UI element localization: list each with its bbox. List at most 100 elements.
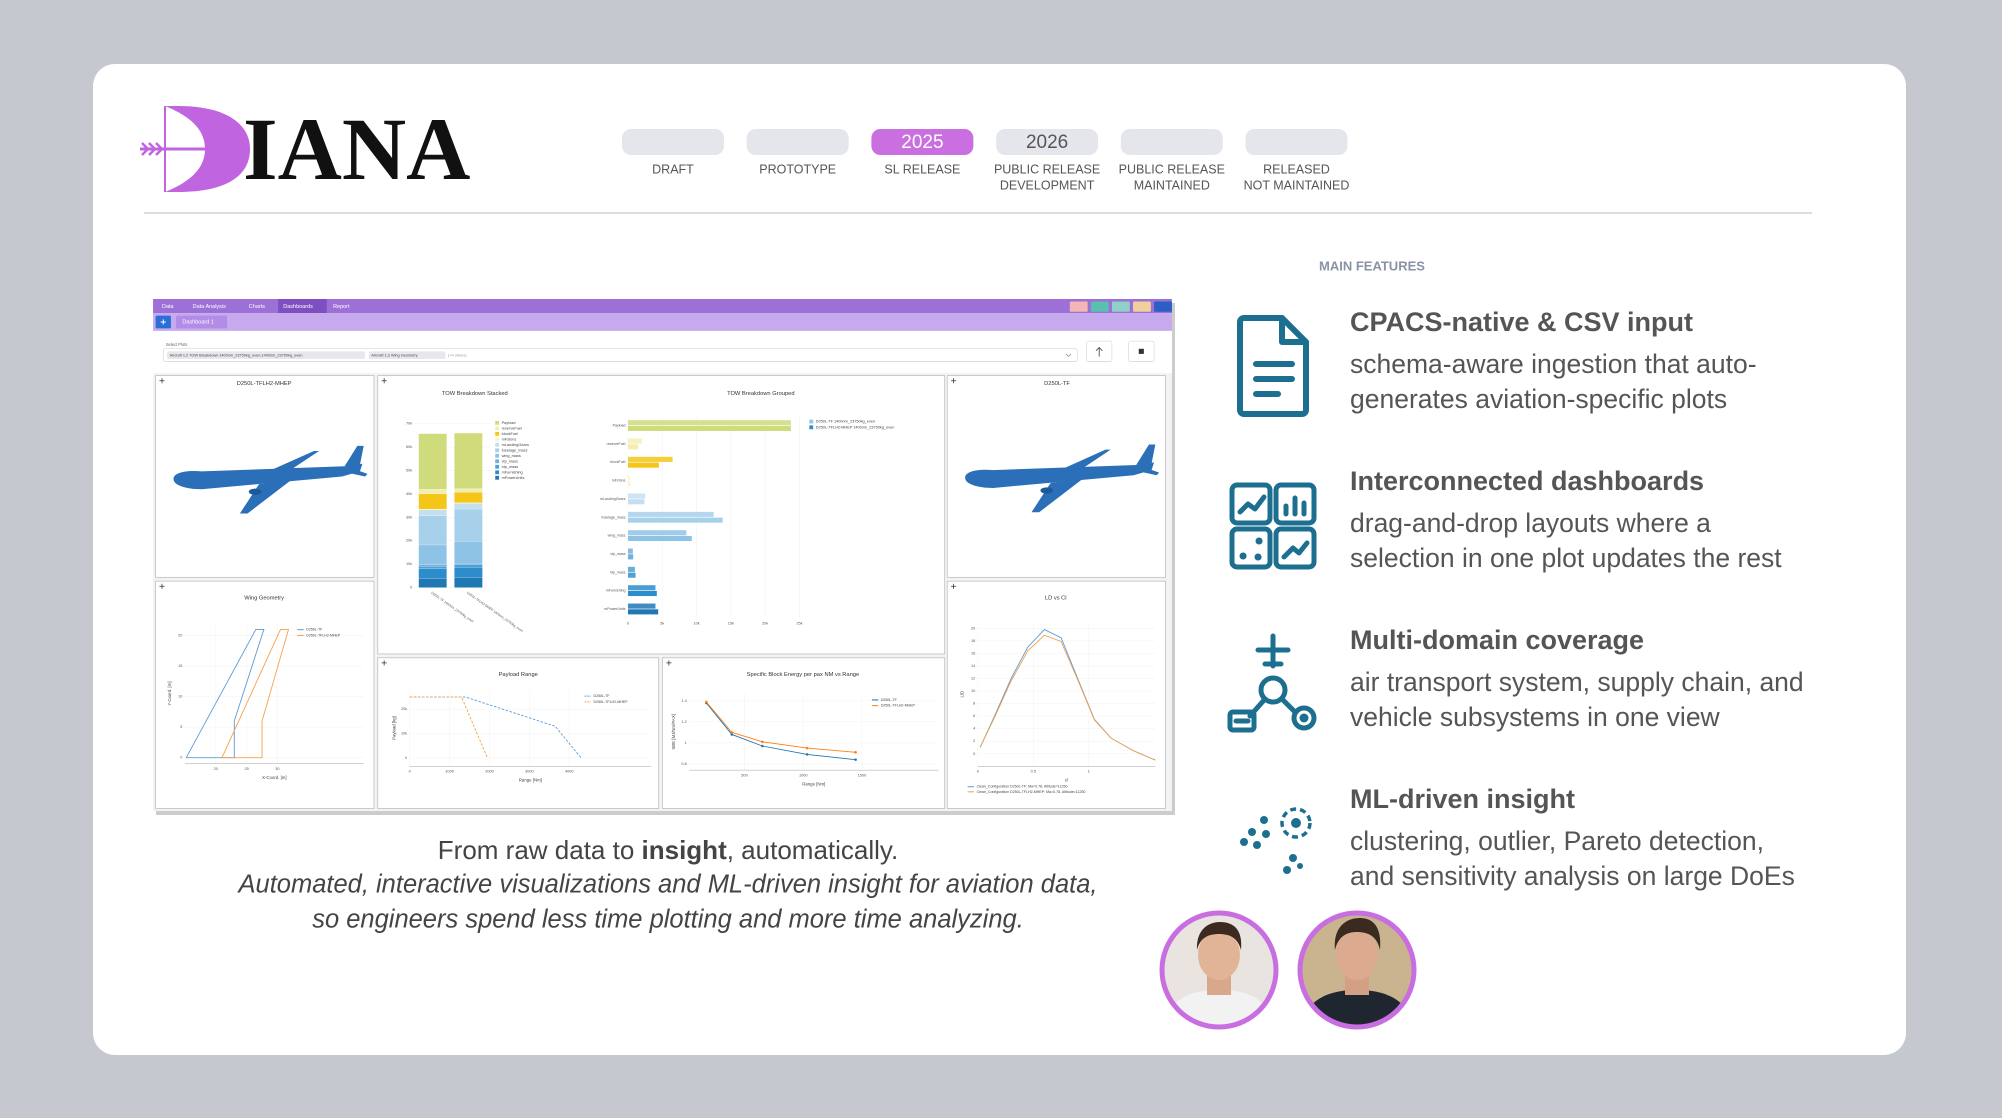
- bar: [628, 420, 791, 426]
- x-tick-label: 500: [741, 773, 747, 777]
- legend-swatch: [495, 470, 500, 475]
- aircraft-part: [344, 445, 364, 467]
- legend-label: Payload: [502, 421, 516, 425]
- x-tick-label: 30: [275, 767, 279, 771]
- y-tick-label: 40k: [406, 492, 412, 496]
- aircraft-part: [265, 450, 320, 473]
- bar: [628, 438, 642, 444]
- x-tick-label: 20k: [762, 621, 768, 625]
- bar: [628, 444, 639, 450]
- x-axis-label: Range [Nm]: [802, 781, 825, 786]
- panel-title: LD vs Cl: [1045, 595, 1067, 601]
- stacked-segment: [454, 503, 483, 510]
- legend-label: wing_mass: [502, 454, 521, 458]
- legend-label: vtp_mass: [502, 459, 518, 463]
- stacked-segment: [418, 493, 447, 510]
- y-tick-label: htp_mass: [610, 570, 626, 574]
- icon-clusters: [1240, 807, 1312, 874]
- stage-pill: [1120, 129, 1223, 155]
- bar: [628, 572, 636, 578]
- y-tick-label: 16: [971, 651, 975, 655]
- y-tick-label: 0: [973, 752, 975, 756]
- toolbar-button: [1133, 301, 1151, 312]
- legend-label: mPowerUnits: [502, 476, 525, 480]
- aircraft-engine: [1040, 487, 1054, 494]
- series-marker: [761, 740, 764, 744]
- logo-text: IANA: [243, 101, 470, 199]
- legend-label: D250L-TF: [306, 628, 323, 632]
- x-tick-label: 1500: [858, 773, 867, 777]
- legend-swatch: [495, 431, 500, 436]
- y-tick-label: 60k: [406, 445, 412, 449]
- panel: [377, 657, 660, 809]
- x-tick-label: 1000: [445, 769, 454, 773]
- y-tick-label: vtp_mass: [610, 552, 625, 556]
- x-tick-label: 4000: [565, 769, 574, 773]
- aircraft-render: [173, 445, 368, 514]
- legend-swatch: [495, 464, 500, 469]
- x-tick-label: 1: [1088, 769, 1090, 773]
- aircraft-part: [239, 480, 291, 514]
- legend-label: mFsfons: [502, 437, 517, 441]
- chip-label: Aircraft 1,2 TOW Breakdown 1400nm_23750k…: [170, 353, 303, 357]
- chip: [368, 351, 446, 360]
- x-axis-label: X-Coord. [m]: [262, 775, 287, 780]
- y-tick-label: 20k: [406, 539, 412, 543]
- nav-tab: Data: [162, 304, 175, 310]
- bar: [628, 511, 714, 517]
- feature-title: CPACS-native & CSV input: [1350, 307, 1693, 337]
- y-tick-label: 2: [973, 739, 975, 743]
- stacked-segment: [454, 577, 483, 588]
- select-caret: [1065, 353, 1072, 357]
- active-tab: [278, 299, 327, 314]
- y-tick-label: 50k: [406, 469, 412, 473]
- bar: [628, 585, 656, 591]
- x-tick-label: 0: [409, 769, 411, 773]
- stacked-segment: [454, 564, 483, 568]
- panel-title: Wing Geometry: [244, 595, 284, 601]
- y-axis-label: SBE [MJ/Nm/PAX]: [671, 714, 676, 750]
- y-tick-label: fuselage_mass: [602, 515, 626, 519]
- feature-title: Multi-domain coverage: [1350, 625, 1644, 655]
- stage-pill: [1245, 129, 1348, 155]
- panel-title: Payload Range: [499, 672, 538, 678]
- nav-tab: Dashboards: [283, 304, 313, 310]
- toolbar-button: [1154, 301, 1172, 312]
- feature-text: air transport system, supply chain, and: [1350, 667, 1804, 697]
- legend-swatch: [495, 442, 500, 447]
- caption-line: Automated, interactive visualizations an…: [237, 871, 1098, 899]
- legend-swatch: [495, 426, 500, 431]
- y-tick-label: 15: [178, 664, 182, 668]
- y-tick-label: 8: [973, 702, 975, 706]
- stacked-segment: [418, 568, 447, 579]
- drag-handle: [381, 378, 387, 384]
- avatar: [1159, 910, 1279, 1030]
- y-tick-label: 10k: [406, 562, 412, 566]
- stage-label: DRAFT: [652, 162, 694, 176]
- x-tick-label: 0.5: [1031, 769, 1036, 773]
- drag-handle: [381, 660, 387, 666]
- legend-label: D250L-TFLH2-MHEP: [881, 704, 916, 708]
- feature-text: generates aviation-specific plots: [1350, 384, 1727, 414]
- panel: [946, 580, 1166, 809]
- bar: [628, 462, 659, 468]
- feature-text: and sensitivity analysis on large DoEs: [1350, 861, 1795, 891]
- series-line: [979, 634, 1156, 761]
- legend-swatch: [495, 453, 500, 458]
- aircraft-engine: [248, 488, 262, 495]
- y-tick-label: wing_mass: [608, 534, 626, 538]
- y-tick-label: blockFuel: [610, 460, 625, 464]
- x-tick-label: 25: [244, 767, 248, 771]
- y-tick-label: 5: [180, 725, 182, 729]
- stacked-segment: [454, 432, 483, 489]
- aircraft-part: [173, 463, 363, 490]
- drag-handle: [159, 378, 165, 384]
- stacked-segment: [454, 541, 483, 564]
- y-tick-label: 70k: [406, 422, 412, 426]
- y-tick-label: 20: [178, 634, 182, 638]
- aircraft-render: [965, 444, 1160, 513]
- series-marker: [730, 731, 734, 734]
- stage-pill: [996, 129, 1099, 155]
- stage-label: PROTOTYPE: [759, 162, 836, 176]
